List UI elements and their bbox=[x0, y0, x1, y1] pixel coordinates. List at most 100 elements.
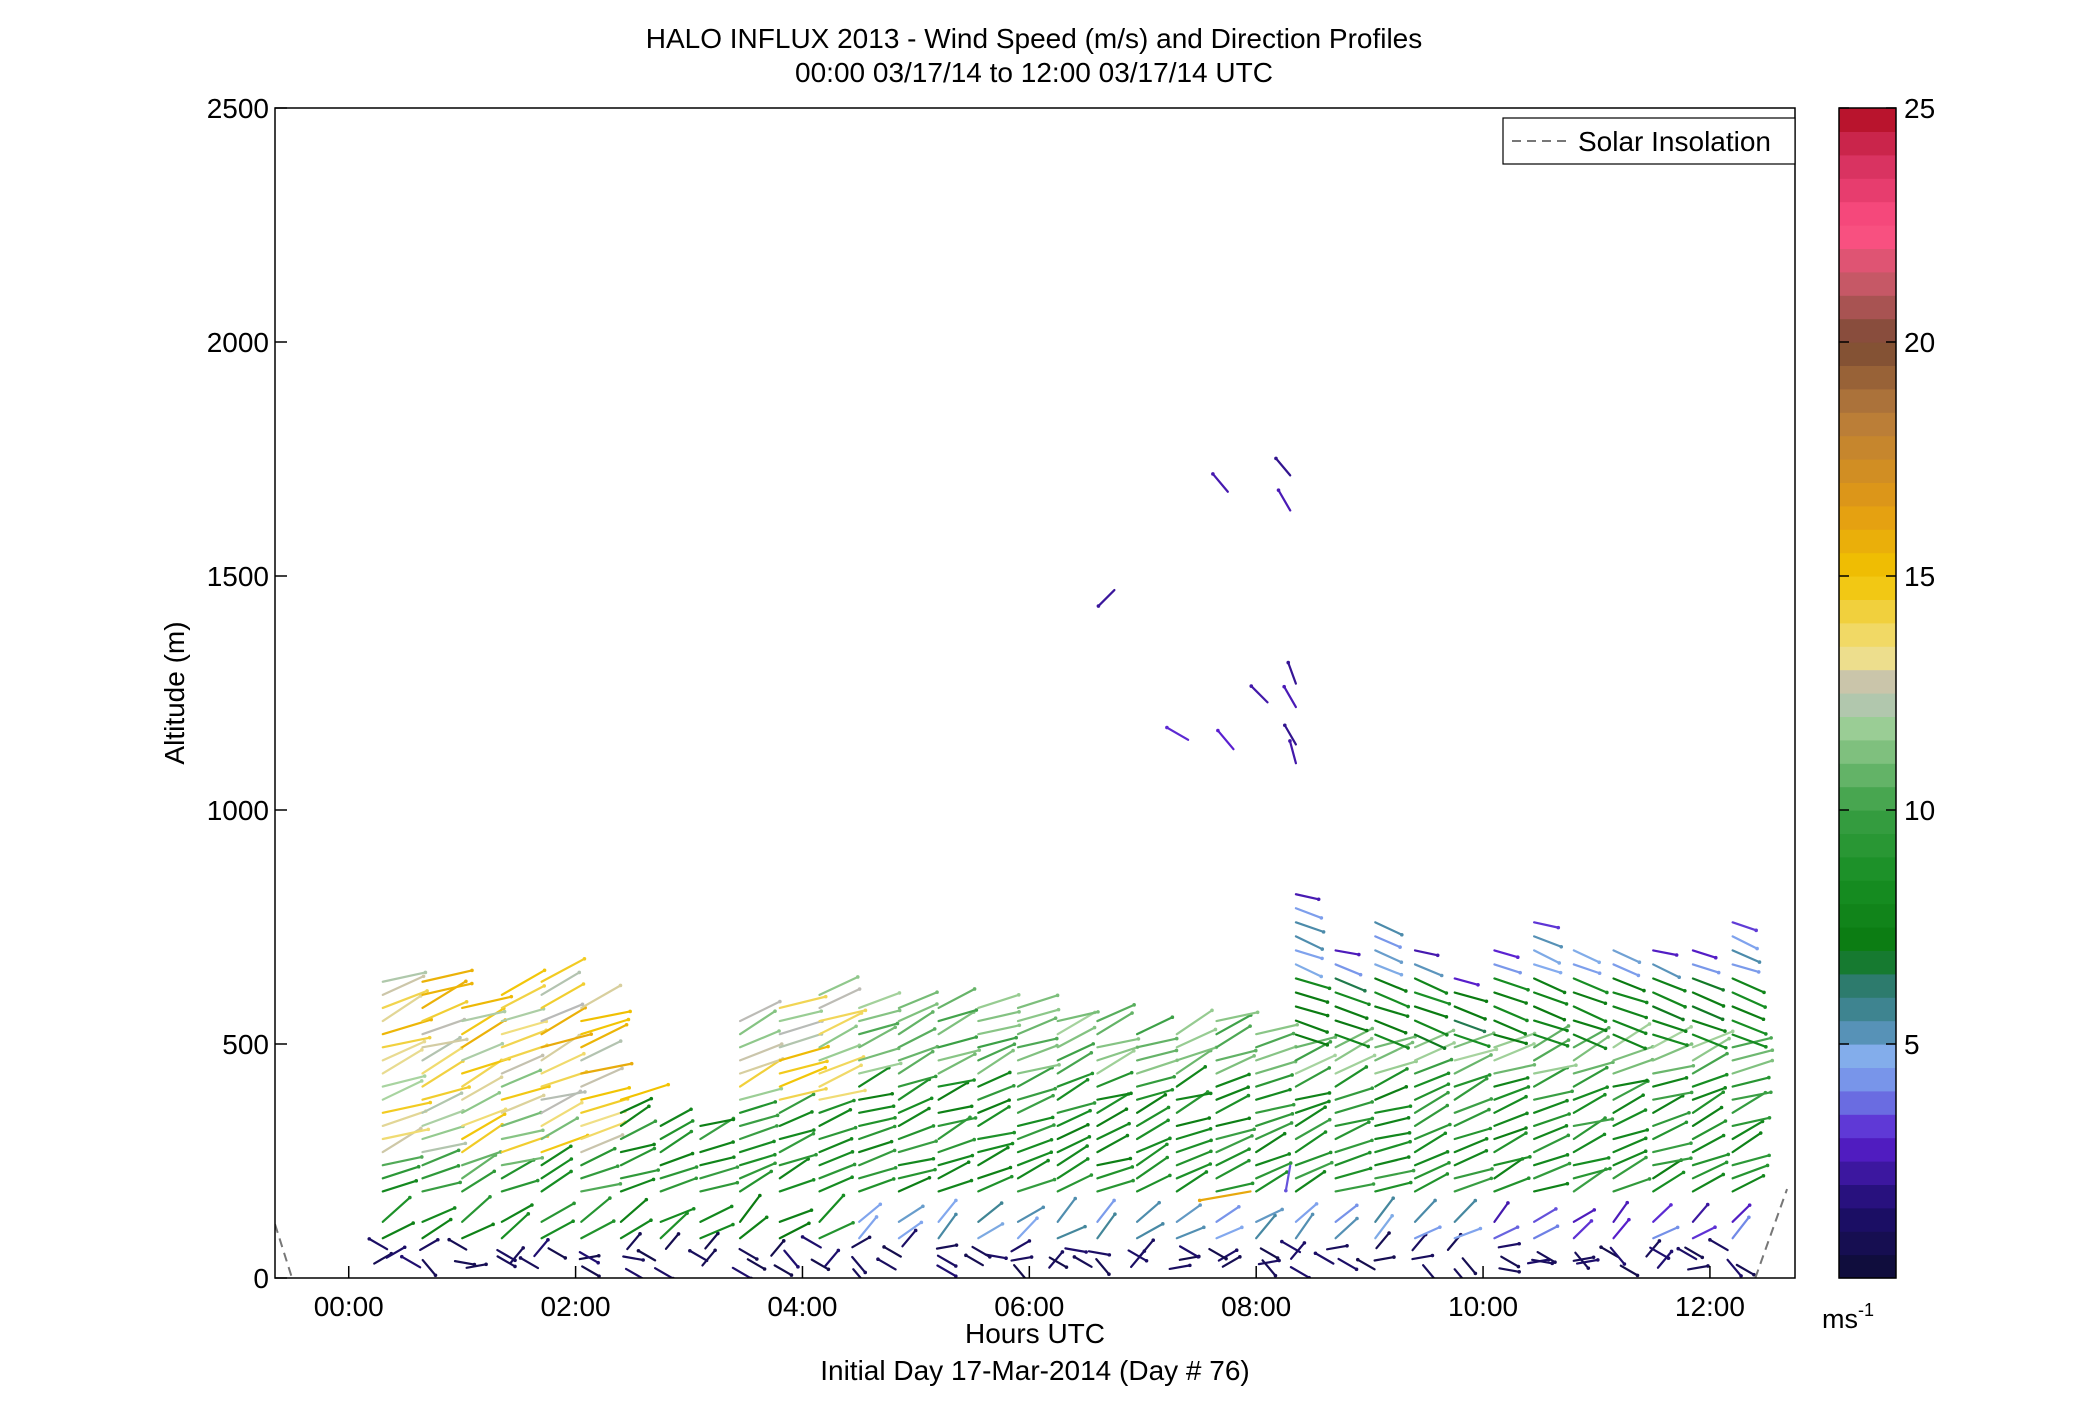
wind-barb bbox=[1413, 1005, 1449, 1019]
wind-barb bbox=[581, 1265, 601, 1278]
wind-barb bbox=[738, 1169, 774, 1193]
wind-barb bbox=[580, 1009, 632, 1023]
colorbar-swatch bbox=[1839, 833, 1896, 858]
wind-barb bbox=[381, 1155, 424, 1167]
wind-barb bbox=[897, 1002, 939, 1023]
wind-barb bbox=[1294, 1033, 1330, 1047]
wind-barb bbox=[858, 1021, 900, 1036]
wind-barb bbox=[1572, 1117, 1615, 1128]
wind-barb bbox=[619, 1119, 658, 1141]
wind-barb bbox=[977, 1023, 1022, 1036]
wind-barb bbox=[1453, 1097, 1494, 1114]
wind-barb bbox=[858, 1046, 901, 1062]
wind-barb bbox=[1708, 1238, 1729, 1252]
wind-barb bbox=[580, 1164, 620, 1180]
wind-barb bbox=[1374, 977, 1408, 993]
x-tick-label: 00:00 bbox=[314, 1291, 384, 1322]
wind-barb bbox=[1453, 1148, 1489, 1167]
wind-barb bbox=[636, 1248, 657, 1262]
wind-barb bbox=[540, 1100, 584, 1128]
wind-barb bbox=[1334, 1005, 1369, 1020]
wind-barb bbox=[1493, 1062, 1537, 1075]
wind-barb bbox=[738, 1139, 776, 1154]
wind-barb bbox=[540, 1032, 594, 1049]
wind-barb bbox=[381, 1074, 427, 1088]
wind-barb bbox=[421, 981, 474, 996]
wind-barb bbox=[1255, 1131, 1287, 1154]
wind-barb bbox=[1215, 1225, 1244, 1240]
colorbar-swatch bbox=[1839, 1184, 1896, 1209]
wind-barb bbox=[500, 984, 547, 1010]
wind-barb bbox=[1294, 963, 1324, 979]
wind-barb bbox=[1374, 1131, 1412, 1141]
wind-barb bbox=[1731, 1075, 1771, 1088]
wind-barb bbox=[1453, 1268, 1464, 1278]
wind-barb bbox=[1056, 1135, 1092, 1154]
wind-barb bbox=[1731, 1005, 1766, 1022]
wind-barb bbox=[1255, 1102, 1296, 1114]
wind-barb bbox=[1411, 1253, 1435, 1261]
wind-barb bbox=[1374, 1104, 1413, 1114]
wind-barb bbox=[935, 1243, 959, 1250]
wind-barb bbox=[1255, 1044, 1298, 1062]
wind-barb bbox=[1649, 1246, 1671, 1260]
wind-barb bbox=[1056, 1196, 1078, 1223]
wind-barb bbox=[1612, 1217, 1631, 1240]
wind-barb bbox=[1533, 977, 1567, 995]
wind-barb bbox=[1334, 1150, 1372, 1167]
colorbar-swatch bbox=[1839, 856, 1896, 881]
wind-barb bbox=[1255, 1031, 1296, 1049]
wind-barb bbox=[465, 1262, 488, 1269]
wind-barb bbox=[1048, 1256, 1069, 1269]
wind-barb bbox=[738, 1161, 777, 1180]
wind-barb bbox=[897, 1220, 924, 1240]
wind-barb bbox=[1652, 977, 1687, 993]
wind-barb bbox=[1096, 1156, 1133, 1167]
wind-barb bbox=[1691, 949, 1718, 960]
wind-barb bbox=[540, 982, 586, 1010]
wind-barb bbox=[1453, 977, 1480, 987]
wind-barb bbox=[1374, 1180, 1413, 1193]
wind-barb bbox=[1374, 949, 1404, 965]
colorbar-swatch bbox=[1839, 295, 1896, 320]
wind-barb bbox=[977, 1141, 1015, 1154]
wind-barb bbox=[1453, 1076, 1489, 1101]
wind-barb bbox=[1096, 1049, 1136, 1075]
wind-barb bbox=[1731, 1033, 1768, 1049]
colorbar-swatch bbox=[1839, 1020, 1896, 1045]
wind-barb bbox=[1691, 1005, 1725, 1022]
wind-barb bbox=[738, 1042, 784, 1062]
colorbar-swatch bbox=[1839, 482, 1896, 507]
wind-barb bbox=[500, 1178, 540, 1193]
wind-barb bbox=[699, 1140, 735, 1154]
wind-barb bbox=[1294, 907, 1324, 920]
colorbar-unit-label: ms-1 bbox=[1822, 1300, 1874, 1334]
wind-barb bbox=[1691, 977, 1725, 992]
colorbar-swatch bbox=[1839, 342, 1896, 366]
colorbar-tick-label: 25 bbox=[1904, 93, 1935, 124]
wind-barb bbox=[1413, 1082, 1451, 1101]
wind-barb bbox=[738, 1215, 769, 1240]
wind-barb bbox=[971, 1245, 992, 1259]
wind-barb bbox=[818, 1136, 854, 1154]
wind-barb bbox=[1334, 1203, 1359, 1223]
wind-barb bbox=[496, 1255, 517, 1269]
wind-barb bbox=[1609, 1246, 1627, 1266]
wind-barb bbox=[1255, 1121, 1294, 1141]
wind-barb bbox=[1255, 1073, 1294, 1088]
wind-barb bbox=[1016, 1177, 1057, 1193]
wind-barb bbox=[818, 975, 860, 996]
wind-barb bbox=[1135, 1036, 1179, 1049]
wind-barb bbox=[1211, 472, 1229, 493]
colorbar-swatch bbox=[1839, 365, 1896, 390]
wind-barb bbox=[1016, 1007, 1061, 1023]
wind-barb bbox=[778, 1087, 828, 1101]
wind-barb bbox=[977, 1222, 1005, 1240]
wind-barb bbox=[1533, 1124, 1569, 1141]
wind-barb bbox=[1215, 1181, 1255, 1193]
wind-barb bbox=[1056, 1157, 1090, 1180]
colorbar-swatch bbox=[1839, 646, 1896, 671]
wind-barb bbox=[1056, 1010, 1100, 1023]
x-tick-label: 02:00 bbox=[541, 1291, 611, 1322]
wind-barb bbox=[1313, 1251, 1335, 1265]
